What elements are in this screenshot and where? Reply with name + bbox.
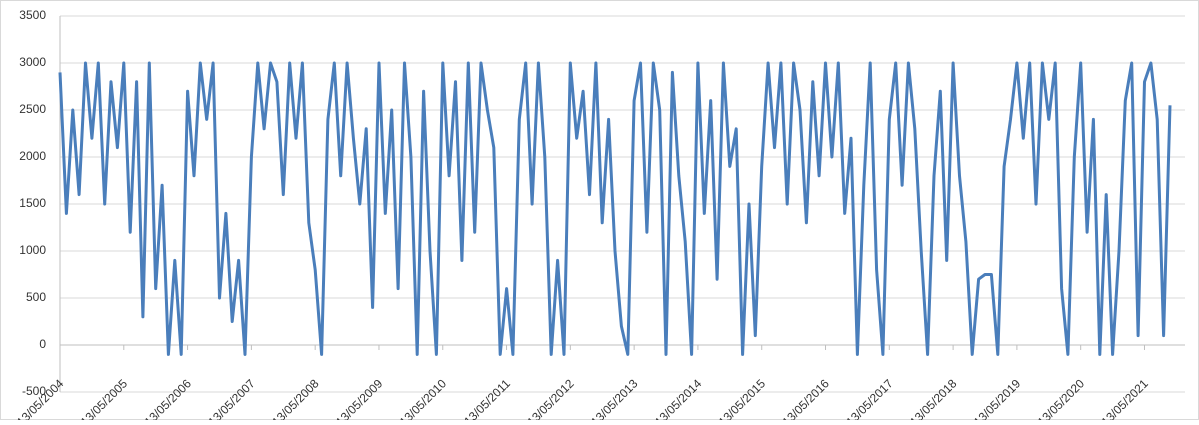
y-tick-label: 3000 [19, 55, 46, 69]
y-tick-label: 1500 [19, 196, 46, 210]
y-tick-label: 500 [26, 290, 46, 304]
data-line [58, 61, 1172, 356]
y-tick-label: 3500 [19, 8, 46, 22]
y-tick-label: 2500 [19, 102, 46, 116]
y-tick-label: -500 [22, 384, 46, 398]
y-tick-label: 1000 [19, 243, 46, 257]
y-tick-label: 2000 [19, 149, 46, 163]
y-tick-label: 0 [39, 337, 46, 351]
